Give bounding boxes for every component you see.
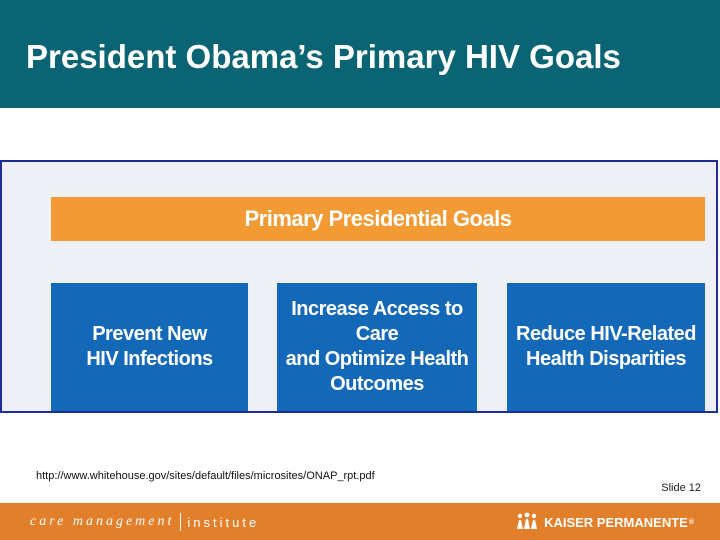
slide-number: Slide 12 — [661, 482, 701, 494]
kaiser-permanente-logo-icon — [516, 512, 538, 533]
kaiser-permanente-wordmark: KAISER PERMANENTE — [544, 515, 688, 530]
brand-care-management: care management — [30, 514, 175, 529]
goal-prevent-infections: Prevent New HIV Infections — [51, 283, 248, 411]
care-management-institute-brand: care management institute — [30, 513, 259, 531]
goal-increase-access: Increase Access to Care and Optimize Hea… — [277, 283, 477, 411]
goals-header: Primary Presidential Goals — [51, 197, 705, 241]
goals-diagram: Primary Presidential Goals Prevent New H… — [0, 160, 718, 413]
title-bar: President Obama’s Primary HIV Goals — [0, 0, 720, 108]
brand-institute: institute — [187, 514, 260, 530]
kaiser-permanente-brand: KAISER PERMANENTE ® — [516, 512, 694, 533]
goal-reduce-disparities: Reduce HIV-Related Health Disparities — [507, 283, 705, 411]
slide-title: President Obama’s Primary HIV Goals — [26, 38, 621, 75]
registered-mark: ® — [688, 519, 694, 526]
source-link[interactable]: http://www.whitehouse.gov/sites/default/… — [36, 470, 375, 482]
footer-bar: care management institute KAISER PERMANE… — [0, 503, 720, 540]
brand-divider — [180, 513, 182, 531]
